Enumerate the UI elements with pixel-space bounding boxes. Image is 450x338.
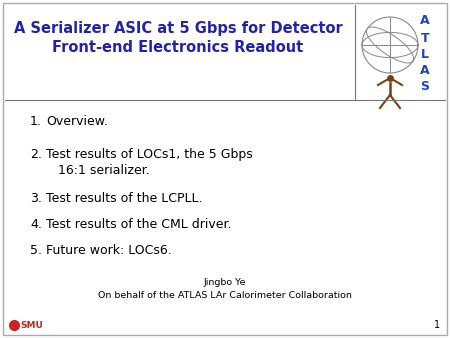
Text: 1.: 1. <box>30 115 42 128</box>
Text: A Serializer ASIC at 5 Gbps for Detector
Front-end Electronics Readout: A Serializer ASIC at 5 Gbps for Detector… <box>14 21 342 55</box>
Text: Test results of the LCPLL.: Test results of the LCPLL. <box>46 192 203 205</box>
Text: 3.: 3. <box>30 192 42 205</box>
Text: 5.: 5. <box>30 244 42 257</box>
Text: A: A <box>420 65 430 77</box>
Text: T: T <box>421 31 429 45</box>
Text: Jingbo Ye: Jingbo Ye <box>204 278 246 287</box>
Text: L: L <box>421 48 429 62</box>
Text: 2.: 2. <box>30 148 42 161</box>
Text: On behalf of the ATLAS LAr Calorimeter Collaboration: On behalf of the ATLAS LAr Calorimeter C… <box>98 291 352 300</box>
Text: Overview.: Overview. <box>46 115 108 128</box>
Text: Test results of the CML driver.: Test results of the CML driver. <box>46 218 231 231</box>
Text: 1: 1 <box>434 320 440 330</box>
Text: A: A <box>420 14 430 26</box>
Text: 4.: 4. <box>30 218 42 231</box>
Text: Future work: LOCs6.: Future work: LOCs6. <box>46 244 172 257</box>
Text: SMU: SMU <box>20 320 43 330</box>
Text: Test results of LOCs1, the 5 Gbps
   16:1 serializer.: Test results of LOCs1, the 5 Gbps 16:1 s… <box>46 148 253 177</box>
Text: S: S <box>420 80 429 94</box>
